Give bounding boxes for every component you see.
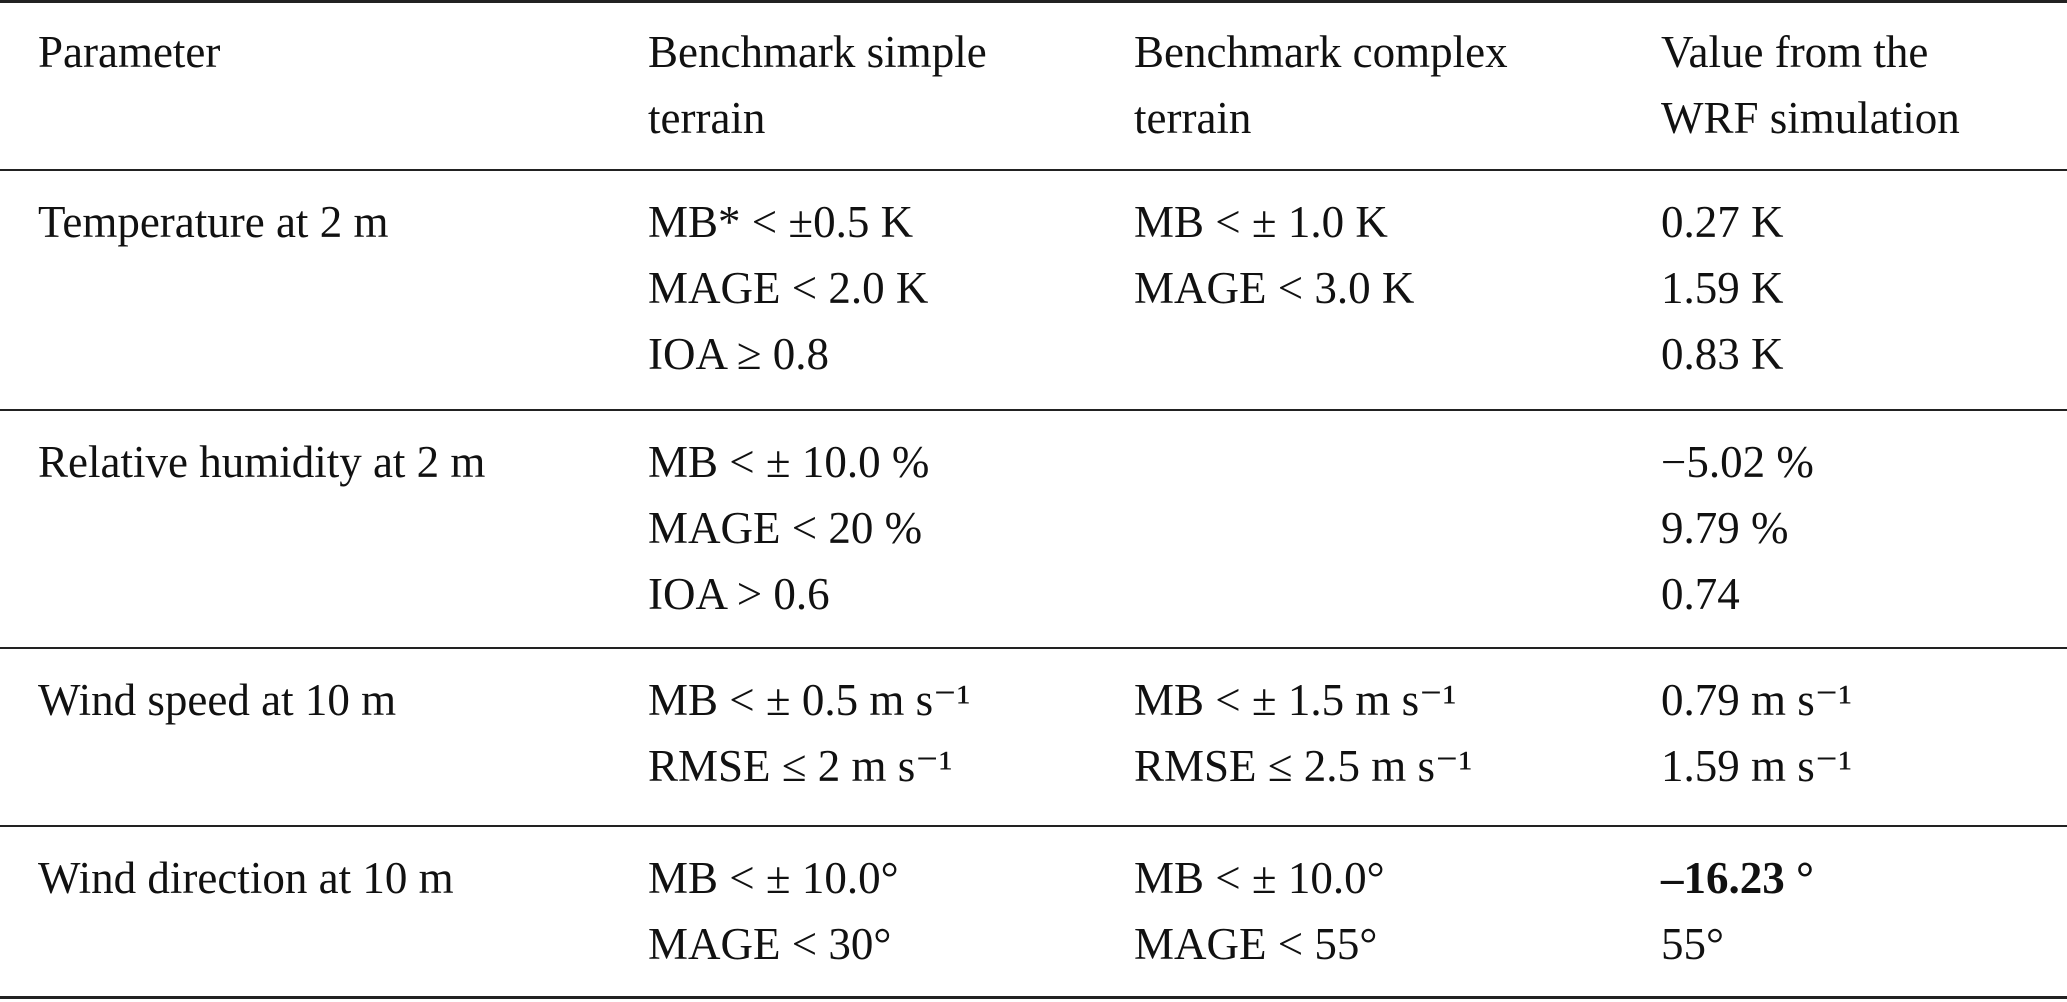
cell-line: IOA ≥ 0.8	[648, 328, 829, 379]
cell-wrf-value: –16.23 ° 55°	[1661, 826, 2067, 998]
cell-parameter: Relative humidity at 2 m	[0, 410, 648, 648]
header-text: terrain	[648, 93, 766, 143]
cell-line: MB < ± 10.0°	[648, 852, 899, 903]
cell-line: 0.79 m s⁻¹	[1661, 674, 1853, 725]
cell-benchmark-complex: MB < ± 10.0° MAGE < 55°	[1134, 826, 1661, 998]
cell-line: MAGE < 55°	[1134, 918, 1378, 969]
cell-line: IOA > 0.6	[648, 568, 830, 619]
cell-wrf-value: −5.02 % 9.79 % 0.74	[1661, 410, 2067, 648]
cell-line: MB < ± 10.0°	[1134, 852, 1385, 903]
cell-wrf-value: 0.27 K 1.59 K 0.83 K	[1661, 170, 2067, 410]
cell-benchmark-simple: MB < ± 10.0° MAGE < 30°	[648, 826, 1134, 998]
table-row: Wind speed at 10 m MB < ± 0.5 m s⁻¹ RMSE ≤…	[0, 648, 2067, 826]
cell-benchmark-complex: MB < ± 1.0 K MAGE < 3.0 K	[1134, 170, 1661, 410]
cell-line: 1.59 K	[1661, 262, 1784, 313]
header-text: terrain	[1134, 93, 1252, 143]
cell-parameter: Wind speed at 10 m	[0, 648, 648, 826]
header-text: Value from the	[1661, 27, 1929, 77]
header-parameter: Parameter	[0, 2, 648, 170]
cell-benchmark-complex	[1134, 410, 1661, 648]
cell-line: MAGE < 3.0 K	[1134, 262, 1415, 313]
parameter-name: Wind speed at 10 m	[38, 674, 397, 725]
cell-line: MAGE < 30°	[648, 918, 892, 969]
cell-line: MAGE < 2.0 K	[648, 262, 929, 313]
cell-line: MAGE < 20 %	[648, 502, 923, 553]
cell-benchmark-simple: MB < ± 0.5 m s⁻¹ RMSE ≤ 2 m s⁻¹	[648, 648, 1134, 826]
cell-line: –16.23 °	[1661, 852, 1814, 903]
table-row: Temperature at 2 m MB* < ±0.5 K MAGE < 2.0…	[0, 170, 2067, 410]
cell-wrf-value: 0.79 m s⁻¹ 1.59 m s⁻¹	[1661, 648, 2067, 826]
header-benchmark-simple: Benchmark simple terrain	[648, 2, 1134, 170]
parameter-name: Temperature at 2 m	[38, 196, 389, 247]
cell-line: 0.83 K	[1661, 328, 1784, 379]
cell-parameter: Temperature at 2 m	[0, 170, 648, 410]
cell-line: 9.79 %	[1661, 502, 1789, 553]
cell-line: MB* < ±0.5 K	[648, 196, 914, 247]
header-text: Benchmark simple	[648, 27, 987, 77]
cell-benchmark-simple: MB < ± 10.0 % MAGE < 20 % IOA > 0.6	[648, 410, 1134, 648]
cell-line: RMSE ≤ 2 m s⁻¹	[648, 740, 953, 791]
header-text: WRF simulation	[1661, 93, 1960, 143]
cell-parameter: Wind direction at 10 m	[0, 826, 648, 998]
cell-line: −5.02 %	[1661, 436, 1814, 487]
cell-benchmark-simple: MB* < ±0.5 K MAGE < 2.0 K IOA ≥ 0.8	[648, 170, 1134, 410]
cell-line: MB < ± 1.5 m s⁻¹	[1134, 674, 1457, 725]
parameter-name: Wind direction at 10 m	[38, 852, 454, 903]
cell-line: 0.27 K	[1661, 196, 1784, 247]
header-text: Parameter	[38, 27, 221, 77]
table-body: Temperature at 2 m MB* < ±0.5 K MAGE < 2.0…	[0, 170, 2067, 998]
parameter-name: Relative humidity at 2 m	[38, 436, 486, 487]
header-row: Parameter Benchmark simple terrain Benchmar…	[0, 1, 2067, 170]
header-wrf-value: Value from the WRF simulation	[1661, 2, 2067, 170]
table-row: Relative humidity at 2 m MB < ± 10.0 % MAG…	[0, 410, 2067, 648]
table-header: Parameter Benchmark simple terrain Benchmar…	[0, 1, 2067, 170]
cell-benchmark-complex: MB < ± 1.5 m s⁻¹ RMSE ≤ 2.5 m s⁻¹	[1134, 648, 1661, 826]
header-text: Benchmark complex	[1134, 27, 1508, 77]
cell-line: MB < ± 0.5 m s⁻¹	[648, 674, 971, 725]
cell-line: MB < ± 10.0 %	[648, 436, 930, 487]
cell-line: RMSE ≤ 2.5 m s⁻¹	[1134, 740, 1473, 791]
cell-line: 1.59 m s⁻¹	[1661, 740, 1853, 791]
cell-line: 55°	[1661, 918, 1724, 969]
cell-line: 0.74	[1661, 568, 1740, 619]
header-benchmark-complex: Benchmark complex terrain	[1134, 2, 1661, 170]
table-row: Wind direction at 10 m MB < ± 10.0° MAGE <…	[0, 826, 2067, 998]
cell-line: MB < ± 1.0 K	[1134, 196, 1388, 247]
